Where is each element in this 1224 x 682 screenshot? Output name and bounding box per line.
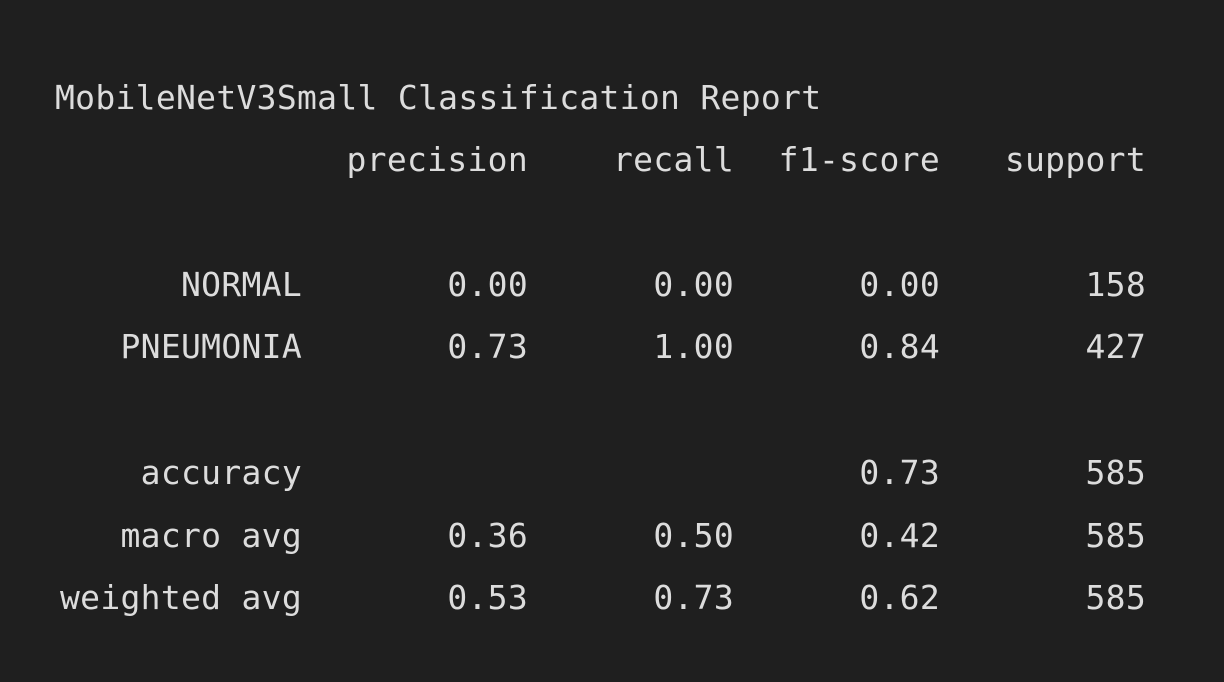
row-label: macro avg: [120, 516, 302, 555]
table-row: accuracy 0.73 585: [0, 451, 1224, 495]
support-value: 158: [1085, 265, 1146, 304]
precision-value: 0.00: [447, 265, 528, 304]
header-row: precision recall f1-score support: [0, 138, 1224, 182]
row-label: weighted avg: [59, 578, 302, 617]
column-header-recall: recall: [612, 140, 734, 179]
table-row: macro avg 0.36 0.50 0.42 585: [0, 514, 1224, 558]
support-value: 585: [1085, 578, 1146, 617]
precision-value: 0.53: [447, 578, 528, 617]
row-label: accuracy: [140, 453, 302, 492]
table-row: NORMAL 0.00 0.00 0.00 158: [0, 263, 1224, 307]
column-header-support: support: [1004, 140, 1146, 179]
report-title: MobileNetV3Small Classification Report: [55, 78, 822, 117]
column-header-f1-score: f1-score: [778, 140, 940, 179]
f1-score-value: 0.42: [859, 516, 940, 555]
recall-value: 0.50: [653, 516, 734, 555]
row-label: PNEUMONIA: [120, 327, 302, 366]
recall-value: 0.73: [653, 578, 734, 617]
table-row: PNEUMONIA 0.73 1.00 0.84 427: [0, 325, 1224, 369]
row-label: NORMAL: [180, 265, 302, 304]
support-value: 585: [1085, 453, 1146, 492]
f1-score-value: 0.84: [859, 327, 940, 366]
support-value: 427: [1085, 327, 1146, 366]
f1-score-value: 0.00: [859, 265, 940, 304]
precision-value: 0.36: [447, 516, 528, 555]
recall-value: 1.00: [653, 327, 734, 366]
recall-value: 0.00: [653, 265, 734, 304]
support-value: 585: [1085, 516, 1146, 555]
f1-score-value: 0.73: [859, 453, 940, 492]
precision-value: 0.73: [447, 327, 528, 366]
column-header-precision: precision: [346, 140, 528, 179]
table-row: weighted avg 0.53 0.73 0.62 585: [0, 576, 1224, 620]
f1-score-value: 0.62: [859, 578, 940, 617]
